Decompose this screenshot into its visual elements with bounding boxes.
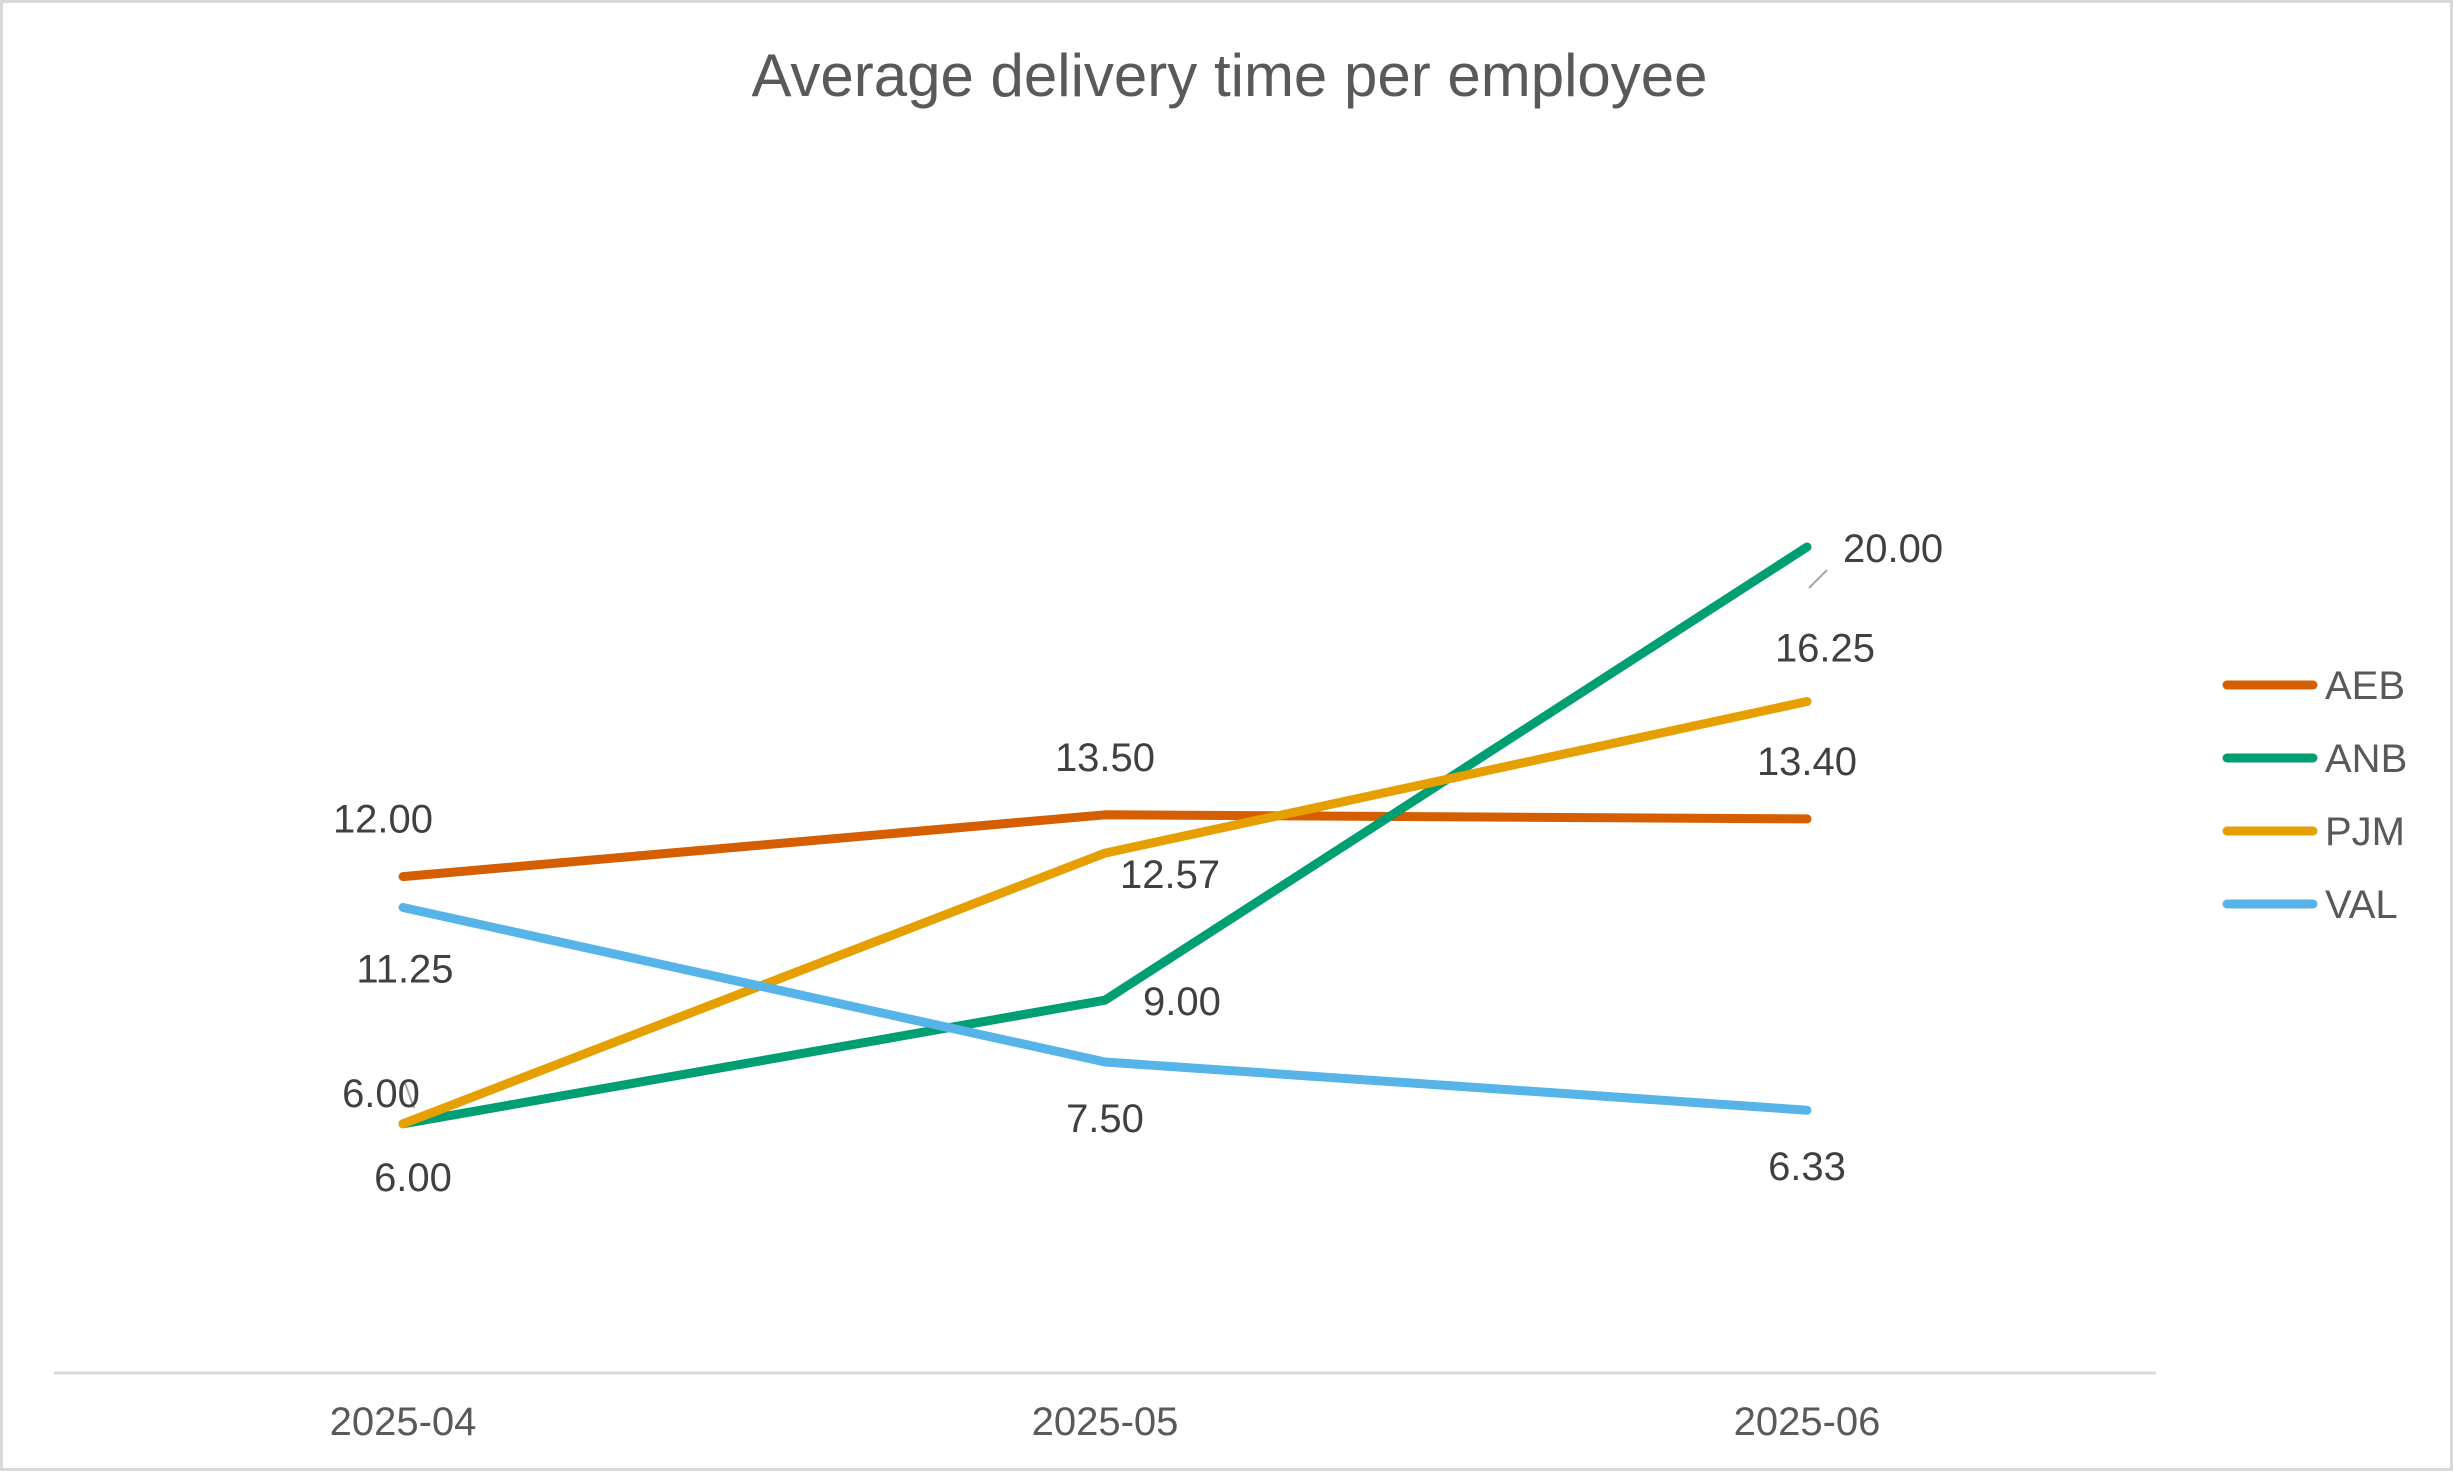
chart-plot: 2025-04 2025-05 2025-06 12.00 13.50 13.40 6.00… bbox=[54, 527, 2407, 1444]
series-line-aeb bbox=[398, 810, 1812, 882]
legend-label-aeb: AEB bbox=[2325, 664, 2405, 708]
data-label-anb: 6.00 bbox=[374, 1156, 452, 1200]
data-label-val: 6.33 bbox=[1768, 1145, 1846, 1189]
series-line-pjm bbox=[398, 697, 1812, 1129]
data-label-aeb: 12.00 bbox=[333, 798, 433, 842]
data-label-aeb: 13.50 bbox=[1055, 736, 1155, 780]
leader-line bbox=[404, 1082, 415, 1109]
data-label-pjm: 16.25 bbox=[1775, 627, 1875, 671]
data-label-val: 7.50 bbox=[1066, 1097, 1144, 1141]
series-line-anb bbox=[398, 542, 1812, 1129]
data-label-pjm: 6.00 bbox=[342, 1072, 420, 1116]
data-label-anb: 20.00 bbox=[1843, 527, 1943, 571]
series-line-val bbox=[398, 903, 1812, 1115]
x-tick-label: 2025-04 bbox=[330, 1400, 477, 1444]
legend-label-anb: ANB bbox=[2325, 737, 2407, 781]
x-tick-label: 2025-06 bbox=[1734, 1400, 1881, 1444]
data-label-anb: 9.00 bbox=[1143, 980, 1221, 1024]
data-label-val: 11.25 bbox=[356, 948, 453, 992]
leader-line bbox=[1808, 569, 1828, 589]
data-label-pjm: 12.57 bbox=[1120, 853, 1220, 897]
legend-label-val: VAL bbox=[2325, 883, 2398, 927]
legend-label-pjm: PJM bbox=[2325, 810, 2405, 854]
x-tick-label: 2025-05 bbox=[1032, 1400, 1179, 1444]
data-label-aeb: 13.40 bbox=[1757, 740, 1857, 784]
chart-title: Average delivery time per employee bbox=[751, 42, 1708, 109]
